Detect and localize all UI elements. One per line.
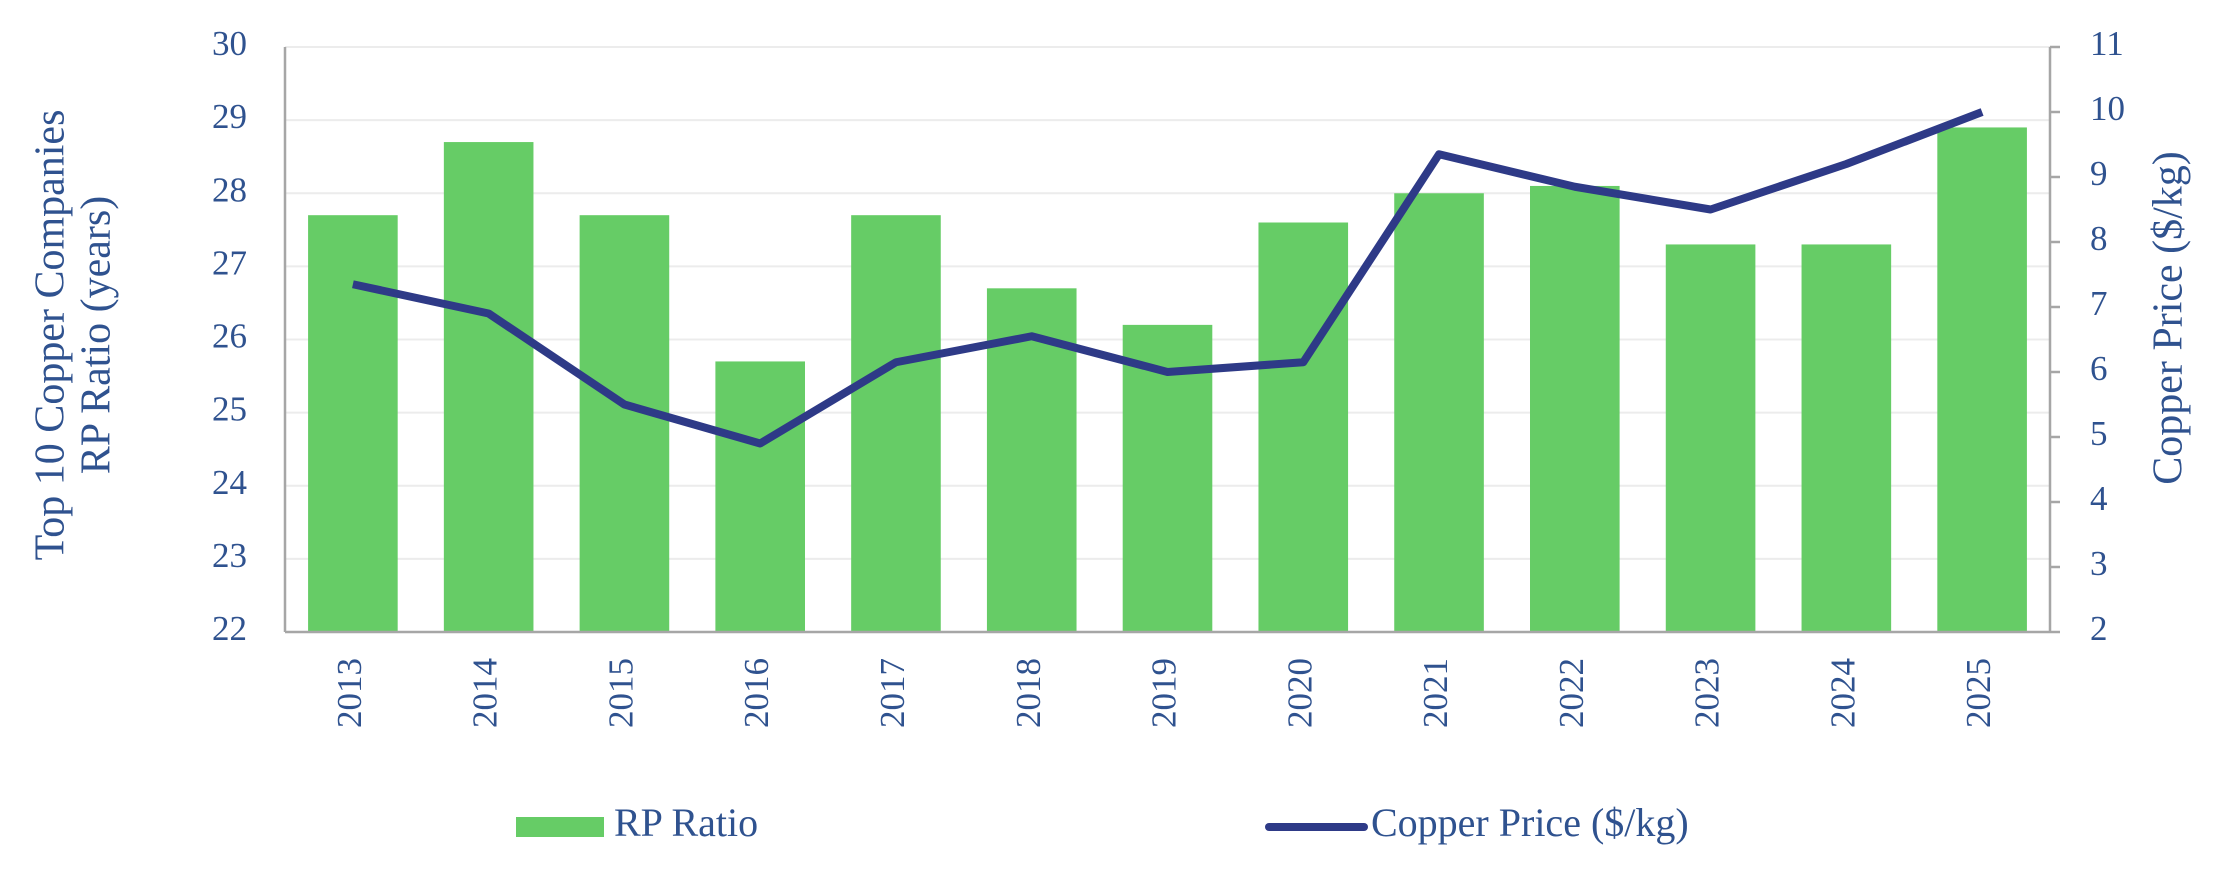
bar	[308, 215, 398, 632]
y2-tick-label: 4	[2090, 479, 2108, 518]
x-tick-label: 2014	[466, 658, 505, 728]
x-tick-label: 2018	[1009, 658, 1048, 728]
x-tick-label: 2016	[737, 658, 776, 728]
y-tick-label: 23	[212, 536, 247, 575]
bar	[1801, 244, 1892, 632]
y-tick-label: 28	[212, 170, 247, 209]
y-tick-label: 22	[212, 609, 247, 648]
x-tick-label: 2015	[601, 658, 640, 728]
x-tick-label: 2020	[1280, 658, 1319, 728]
bar	[715, 361, 805, 632]
x-tick-label: 2024	[1823, 658, 1862, 728]
bar	[579, 215, 670, 632]
line	[352, 108, 1984, 448]
y-tick-label: 30	[212, 24, 247, 63]
x-tick-label: 2019	[1145, 658, 1184, 728]
bar	[1937, 127, 2027, 632]
y-tick-label: 29	[212, 97, 247, 136]
bar	[1258, 222, 1349, 632]
y2-tick-label: 2	[2090, 609, 2108, 648]
x-tick-label: 2021	[1416, 658, 1455, 728]
y-tick-label: 25	[212, 390, 247, 429]
legend-swatch	[516, 817, 604, 837]
y2-tick-label: 5	[2090, 414, 2108, 453]
bar	[1665, 244, 1756, 632]
y-axis-title: RP Ratio (years)	[74, 196, 120, 474]
y-axis-title: Top 10 Copper Companies	[28, 110, 74, 561]
y2-tick-label: 7	[2090, 284, 2108, 323]
legend-label: RP Ratio	[614, 800, 758, 845]
legend-label: Copper Price ($/kg)	[1371, 800, 1689, 845]
bar	[443, 142, 534, 632]
y2-axis-title: Copper Price ($/kg)	[2146, 151, 2192, 485]
y-tick-label: 24	[212, 463, 247, 502]
x-tick-label: 2013	[330, 658, 369, 728]
bar	[1122, 324, 1213, 632]
y2-tick-label: 3	[2090, 544, 2108, 583]
y2-tick-label: 6	[2090, 349, 2108, 388]
bar	[1394, 193, 1484, 632]
y2-tick-label: 11	[2090, 24, 2124, 63]
x-tick-label: 2022	[1552, 658, 1591, 728]
y-tick-label: 26	[212, 317, 247, 356]
x-tick-label: 2025	[1959, 658, 1998, 728]
y-tick-label: 27	[212, 243, 247, 282]
y2-tick-label: 10	[2090, 89, 2125, 128]
x-tick-label: 2023	[1688, 658, 1727, 728]
x-tick-label: 2017	[873, 658, 912, 728]
y2-tick-label: 8	[2090, 219, 2108, 258]
bar	[851, 215, 941, 632]
y2-tick-label: 9	[2090, 154, 2108, 193]
bar	[1530, 185, 1620, 632]
